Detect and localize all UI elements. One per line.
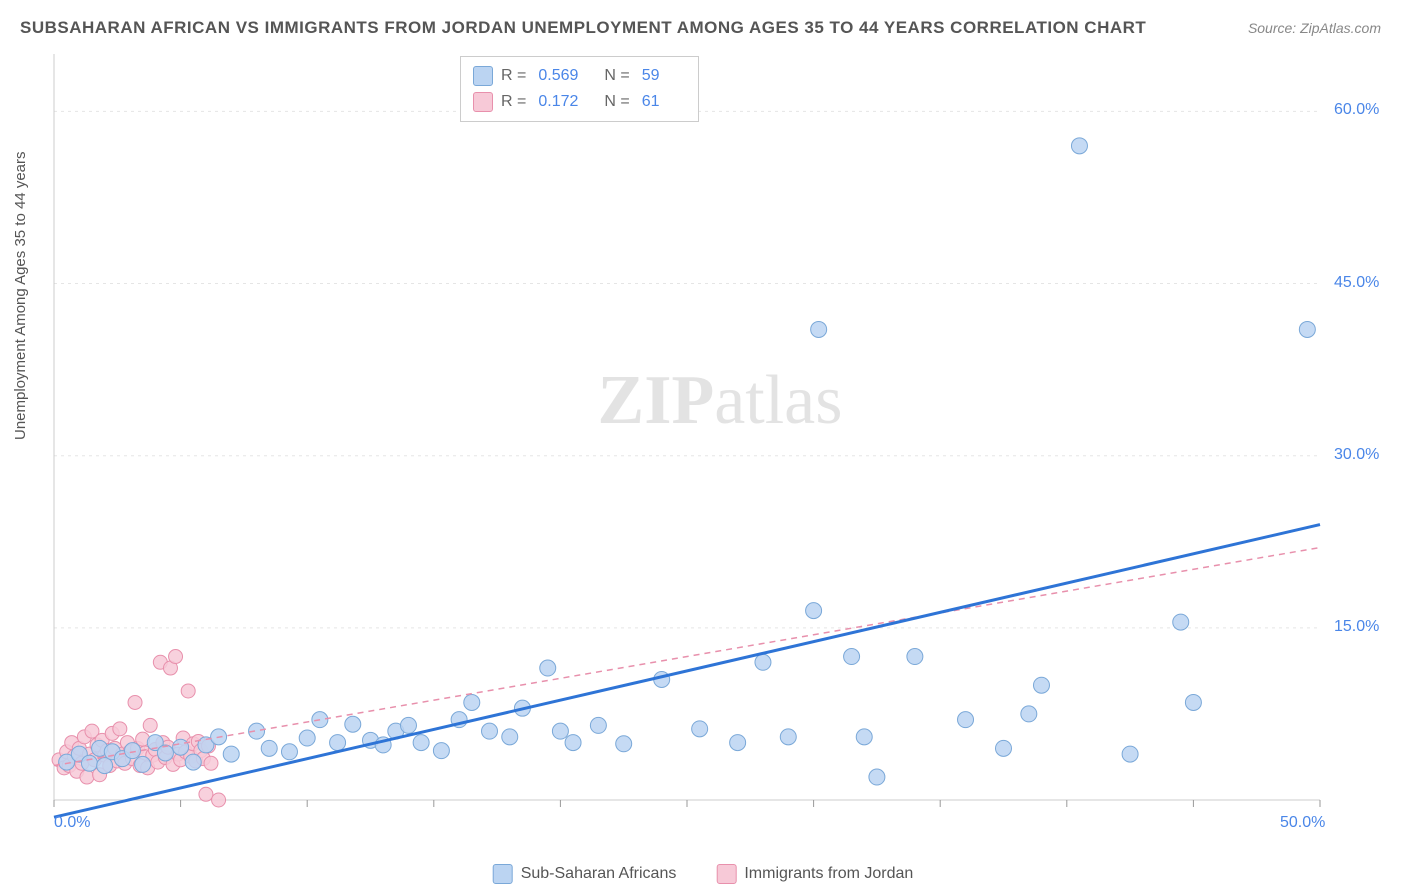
chart-title: SUBSAHARAN AFRICAN VS IMMIGRANTS FROM JO… [20,18,1146,38]
scatter-plot-svg [50,50,1390,830]
swatch-series1 [473,66,493,86]
source-attribution: Source: ZipAtlas.com [1248,20,1381,36]
r-label: R = [501,93,526,111]
r-label: R = [501,67,526,85]
stats-row-series1: R = 0.569 N = 59 [473,63,678,89]
legend-item-series2: Immigrants from Jordan [716,864,913,884]
legend-label-series2: Immigrants from Jordan [744,865,913,883]
legend-swatch-series2 [716,864,736,884]
axis-tick-label: 50.0% [1280,814,1325,832]
n-label: N = [604,67,629,85]
axis-tick-label: 30.0% [1334,446,1379,464]
axis-tick-label: 60.0% [1334,101,1379,119]
axis-tick-label: 45.0% [1334,274,1379,292]
chart-area: ZIPatlas [50,50,1390,830]
r-value-series2: 0.172 [538,93,578,111]
legend-label-series1: Sub-Saharan Africans [521,865,677,883]
legend-item-series1: Sub-Saharan Africans [493,864,677,884]
axis-tick-label: 15.0% [1334,618,1379,636]
swatch-series2 [473,92,493,112]
correlation-stats-box: R = 0.569 N = 59 R = 0.172 N = 61 [460,56,699,122]
r-value-series1: 0.569 [538,67,578,85]
n-value-series1: 59 [642,67,660,85]
n-value-series2: 61 [642,93,660,111]
legend-swatch-series1 [493,864,513,884]
stats-row-series2: R = 0.172 N = 61 [473,89,678,115]
y-axis-label: Unemployment Among Ages 35 to 44 years [12,151,29,440]
n-label: N = [604,93,629,111]
axis-tick-label: 0.0% [54,814,90,832]
bottom-legend: Sub-Saharan Africans Immigrants from Jor… [493,864,914,884]
